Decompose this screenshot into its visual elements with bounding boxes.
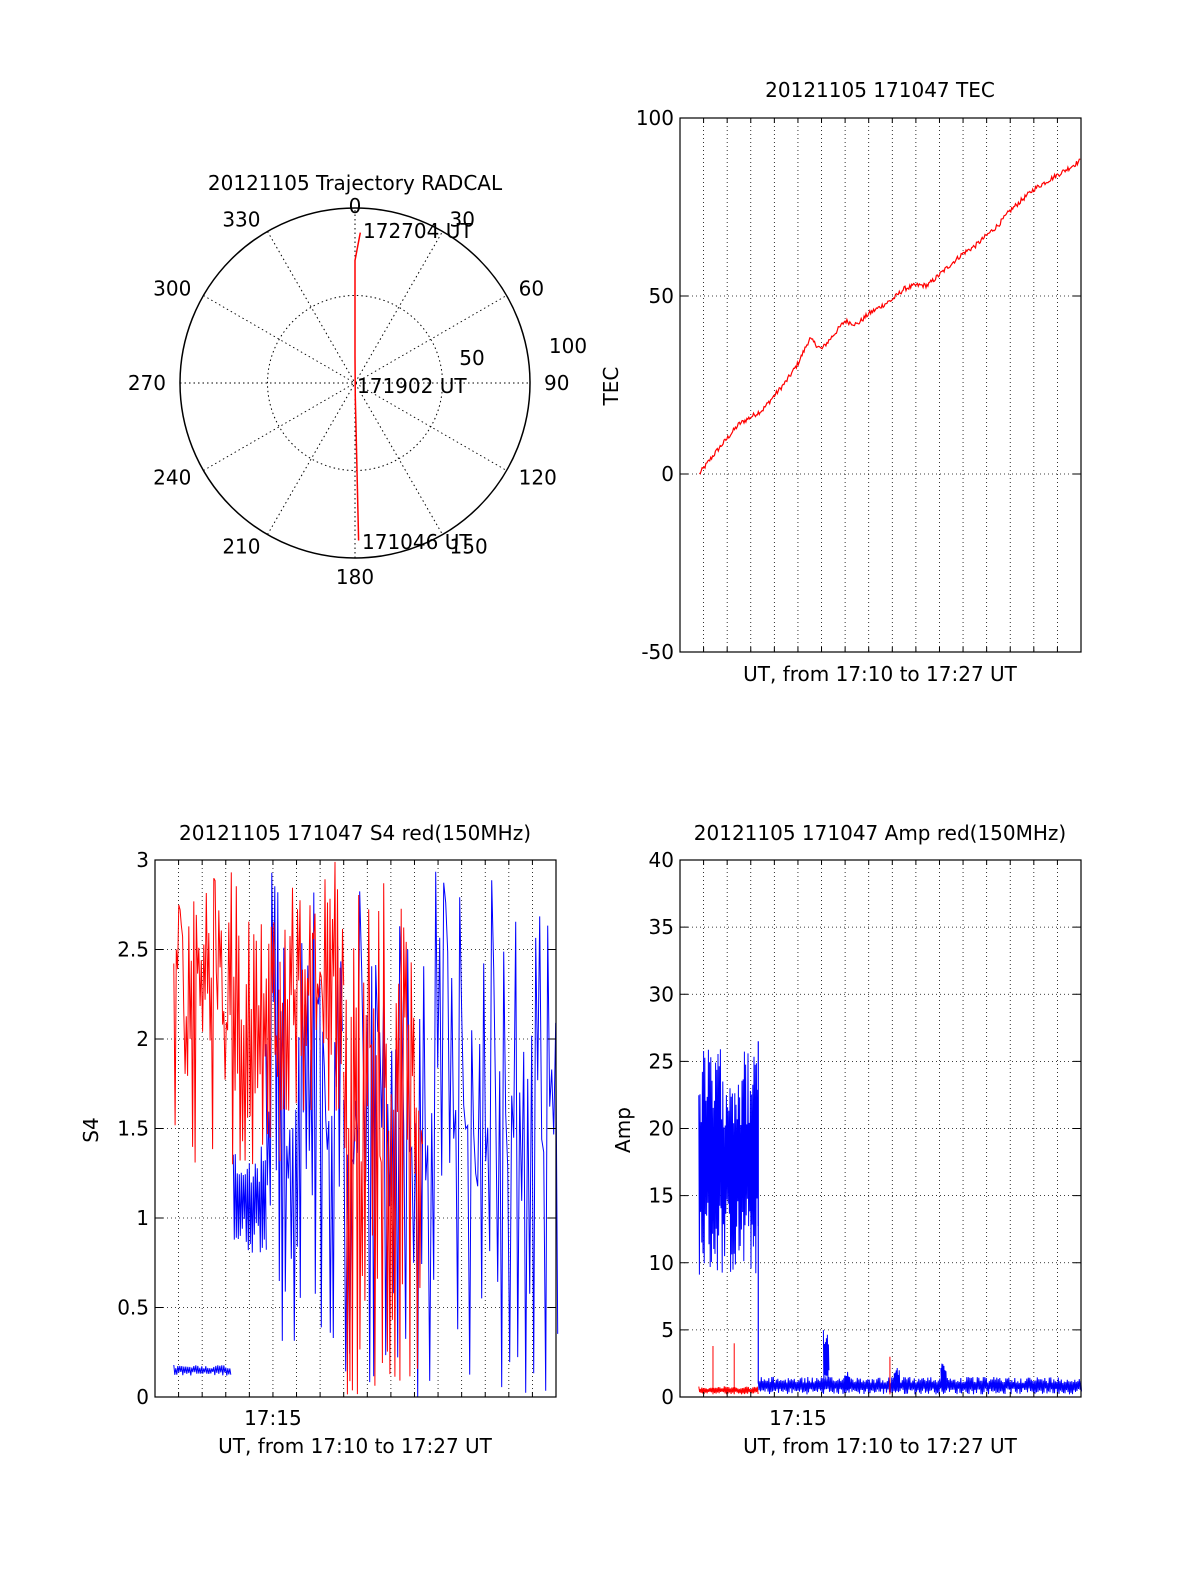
polar-title: 20121105 Trajectory RADCAL — [208, 171, 503, 195]
amp-xtick-label: 17:15 — [769, 1406, 827, 1430]
tec-ytick-label: -50 — [641, 640, 674, 664]
amp-ylabel: Amp — [611, 1107, 635, 1153]
s4-blue-band — [232, 1146, 267, 1253]
s4-xtick-label: 17:15 — [244, 1406, 302, 1430]
amp-axes: 40 35 30 25 20 15 10 5 0 17:15 — [649, 848, 1082, 1430]
s4-red-band — [343, 883, 423, 1395]
tec-ytick-label: 50 — [649, 284, 674, 308]
tec-title: 20121105 171047 TEC — [765, 78, 995, 102]
polar-angle-label-330: 330 — [222, 207, 260, 231]
tec-series — [699, 158, 1081, 475]
s4-title: 20121105 171047 S4 red(150MHz) — [179, 821, 531, 845]
amp-chart: 20121105 171047 Amp red(150MHz) UT, from… — [611, 821, 1082, 1458]
amp-blue-burst — [844, 1371, 851, 1389]
amp-red-band — [698, 1386, 759, 1395]
s4-chart: 20121105 171047 S4 red(150MHz) UT, from … — [79, 821, 559, 1458]
s4-ylabel: S4 — [79, 1117, 103, 1142]
amp-blue-band — [757, 1376, 1082, 1395]
s4-ytick-label: 1.5 — [117, 1117, 149, 1141]
amp-title: 20121105 171047 Amp red(150MHz) — [694, 821, 1066, 845]
tec-xlabel: UT, from 17:10 to 17:27 UT — [743, 662, 1018, 686]
amp-ytick-label: 25 — [649, 1049, 674, 1073]
amp-ytick-label: 35 — [649, 915, 674, 939]
s4-blue-band — [173, 1364, 232, 1376]
tec-ytick-label: 0 — [661, 462, 674, 486]
polar-angle-label-300: 300 — [153, 277, 191, 301]
polar-angle-label-90: 90 — [544, 371, 569, 395]
s4-ytick-label: 3 — [136, 848, 149, 872]
polar-angle-label-210: 210 — [222, 535, 260, 559]
tec-ytick-label: 100 — [636, 106, 674, 130]
polar-series — [354, 232, 362, 541]
polar-annotation-start: 171046 UT — [362, 530, 472, 554]
polar-grid — [179, 207, 531, 559]
amp-ytick-label: 10 — [649, 1251, 674, 1275]
polar-radius-label-100: 100 — [549, 334, 587, 358]
polar-trajectory-line — [354, 232, 362, 541]
amp-blue-burst — [940, 1363, 947, 1388]
polar-annotation-mid: 171902 UT — [357, 374, 467, 398]
polar-angle-label-120: 120 — [519, 466, 557, 490]
s4-ytick-label: 1 — [136, 1206, 149, 1230]
s4-series — [173, 861, 559, 1398]
tec-plot-frame — [679, 117, 1082, 653]
polar-annotation-end: 172704 UT — [363, 219, 473, 243]
tec-grid — [680, 118, 1081, 652]
amp-ytick-label: 15 — [649, 1184, 674, 1208]
s4-red-band — [173, 872, 281, 1165]
polar-angle-label-150: 150 — [450, 535, 488, 559]
amp-blue-band — [698, 1049, 759, 1275]
amp-ytick-label: 0 — [661, 1385, 674, 1409]
s4-axes: 3 2.5 2 1.5 1 0.5 0 17:15 — [117, 848, 557, 1430]
polar-trajectory-chart: 20121105 Trajectory RADCAL 0 30 60 90 120 150… — [128, 171, 587, 589]
amp-ytick-label: 5 — [661, 1318, 674, 1342]
tec-series-line — [699, 158, 1081, 475]
amp-blue-burst — [893, 1367, 901, 1391]
polar-radius-label-50: 50 — [459, 346, 484, 370]
amp-series — [698, 1041, 1082, 1395]
s4-ytick-label: 2 — [136, 1027, 149, 1051]
polar-angle-label-180: 180 — [336, 565, 374, 589]
tec-axes: 100 50 0 -50 — [636, 106, 1082, 664]
amp-ytick-label: 20 — [649, 1117, 674, 1141]
polar-angle-label-240: 240 — [153, 466, 191, 490]
s4-xlabel: UT, from 17:10 to 17:27 UT — [218, 1434, 493, 1458]
s4-red-band — [279, 861, 345, 1111]
amp-xlabel: UT, from 17:10 to 17:27 UT — [743, 1434, 1018, 1458]
polar-angle-label-30: 30 — [450, 207, 475, 231]
amp-ytick-label: 40 — [649, 848, 674, 872]
polar-angle-label-60: 60 — [519, 277, 544, 301]
amp-ytick-label: 30 — [649, 982, 674, 1006]
s4-ytick-label: 2.5 — [117, 938, 149, 962]
tec-ylabel: TEC — [599, 367, 623, 407]
polar-angle-label-270: 270 — [128, 371, 166, 395]
tec-chart: 20121105 171047 TEC UT, from 17:10 to 17… — [599, 78, 1082, 686]
amp-blue-burst — [822, 1330, 830, 1390]
polar-labels: 0 30 60 90 120 150 180 210 240 270 300 330 50 100 — [128, 194, 587, 589]
s4-ytick-label: 0.5 — [117, 1296, 149, 1320]
s4-ytick-label: 0 — [136, 1385, 149, 1409]
polar-angle-label-0: 0 — [349, 194, 362, 218]
